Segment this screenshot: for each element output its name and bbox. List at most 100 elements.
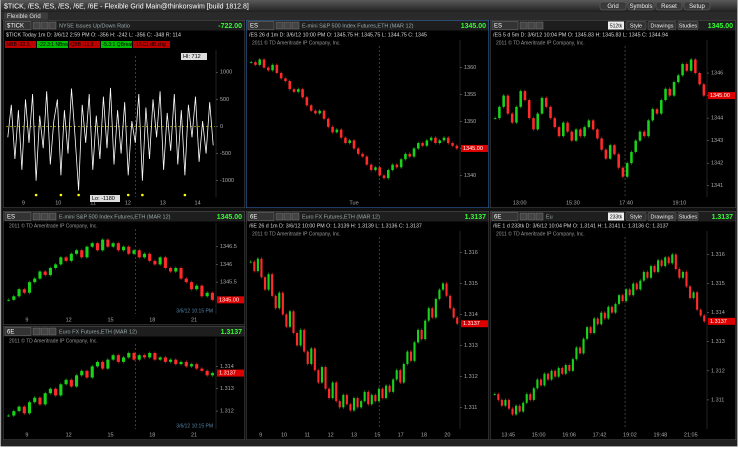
header-icon[interactable] — [283, 212, 292, 221]
candle — [409, 351, 413, 361]
candle — [544, 97, 548, 107]
symbol-box[interactable] — [491, 212, 519, 221]
header-icon[interactable] — [283, 21, 292, 30]
header-icon[interactable] — [291, 212, 300, 221]
interval-box[interactable] — [608, 21, 624, 30]
tab[interactable] — [4, 12, 48, 20]
window-button[interactable] — [627, 1, 655, 11]
toolbar-button[interactable] — [625, 21, 647, 30]
symbol-box[interactable] — [247, 21, 275, 30]
header-icon[interactable] — [40, 212, 49, 221]
candle — [158, 257, 162, 265]
interval-box[interactable] — [608, 212, 624, 221]
candle — [142, 355, 147, 358]
candle — [317, 370, 320, 383]
panel-bg — [3, 326, 245, 440]
price-tag: 1.3137 — [463, 321, 480, 327]
toolbar-label: Studies — [679, 23, 698, 29]
candle — [288, 311, 291, 327]
candle — [698, 73, 701, 85]
header-icon[interactable] — [32, 21, 41, 30]
toolbar-button[interactable] — [647, 21, 677, 30]
candle — [43, 393, 47, 405]
candle — [387, 170, 390, 179]
candle — [267, 274, 270, 290]
header-icon[interactable] — [535, 21, 544, 30]
toolbar-button[interactable] — [647, 212, 677, 221]
candle — [434, 298, 437, 318]
header-icon[interactable] — [48, 21, 57, 30]
chart-panel: 6E Euro FX Futures,ETH (MAR 12) 1.3137/6E … — [246, 211, 489, 440]
interval: 512tk — [610, 23, 623, 29]
candle — [318, 110, 321, 114]
header-icon[interactable] — [48, 212, 57, 221]
candle — [607, 306, 610, 319]
header-icon[interactable] — [40, 21, 49, 30]
x-tick-label: 13:45 — [501, 432, 515, 438]
symbol-box[interactable] — [4, 212, 32, 221]
candle — [614, 303, 617, 313]
candle — [48, 267, 52, 276]
candle — [568, 365, 571, 371]
candle — [447, 137, 450, 144]
candle — [653, 266, 656, 272]
candle — [33, 397, 37, 403]
candle — [557, 367, 560, 377]
toolbar-button[interactable] — [677, 212, 699, 221]
candle — [434, 137, 437, 144]
candle — [327, 118, 330, 127]
header-icon[interactable] — [275, 21, 284, 30]
header-icon[interactable] — [291, 21, 300, 30]
window-button[interactable] — [683, 1, 711, 11]
toolbar-button[interactable] — [625, 212, 647, 221]
candle — [523, 91, 527, 101]
candle — [174, 267, 178, 272]
candle — [205, 292, 209, 297]
x-tick-label: 11 — [90, 200, 96, 206]
candle — [702, 84, 706, 96]
header-icon[interactable] — [275, 212, 284, 221]
panel-header — [246, 211, 489, 222]
candle — [64, 379, 68, 385]
price-tag-box — [461, 320, 488, 328]
header-icon[interactable] — [527, 21, 536, 30]
header-icon[interactable] — [40, 327, 49, 336]
x-tick-label: 18 — [421, 432, 427, 438]
candle — [681, 64, 684, 76]
candle — [630, 151, 633, 164]
x-tick-label: 12 — [328, 432, 334, 438]
header-icon[interactable] — [48, 327, 57, 336]
y-tick-label: 1355 — [464, 92, 476, 98]
x-tick-label: 13 — [351, 432, 357, 438]
y-tick-label: 1.312 — [464, 374, 478, 380]
candle — [600, 312, 603, 325]
y-tick-label: 1346.5 — [220, 244, 237, 250]
candle — [313, 348, 316, 371]
header-icon[interactable] — [519, 212, 528, 221]
candle — [451, 143, 454, 146]
y-tick-label: -1000 — [220, 178, 234, 184]
candle — [195, 364, 199, 369]
candle — [518, 405, 521, 412]
symbol-box[interactable] — [4, 21, 32, 30]
header-icon[interactable] — [535, 212, 544, 221]
price: 1.3137 — [221, 329, 243, 336]
panel-bg — [490, 20, 736, 208]
header-icon[interactable] — [32, 212, 41, 221]
candle — [12, 296, 16, 300]
header-icon[interactable] — [527, 212, 536, 221]
window-button[interactable] — [655, 1, 683, 11]
candle — [127, 352, 131, 358]
header-icon[interactable] — [519, 21, 528, 30]
toolbar-button[interactable] — [677, 21, 699, 30]
candle — [357, 148, 360, 154]
candle — [179, 361, 183, 365]
candle — [655, 109, 659, 114]
window-title: $TICK, /ES, /ES, /ES, /6E, /6E - Flexibl… — [4, 3, 249, 10]
symbol-box[interactable] — [491, 21, 519, 30]
symbol-box[interactable] — [4, 327, 32, 336]
symbol-box[interactable] — [247, 212, 275, 221]
header-icon[interactable] — [32, 327, 41, 336]
interval: 233tk — [610, 214, 623, 220]
window-button[interactable] — [599, 1, 627, 11]
